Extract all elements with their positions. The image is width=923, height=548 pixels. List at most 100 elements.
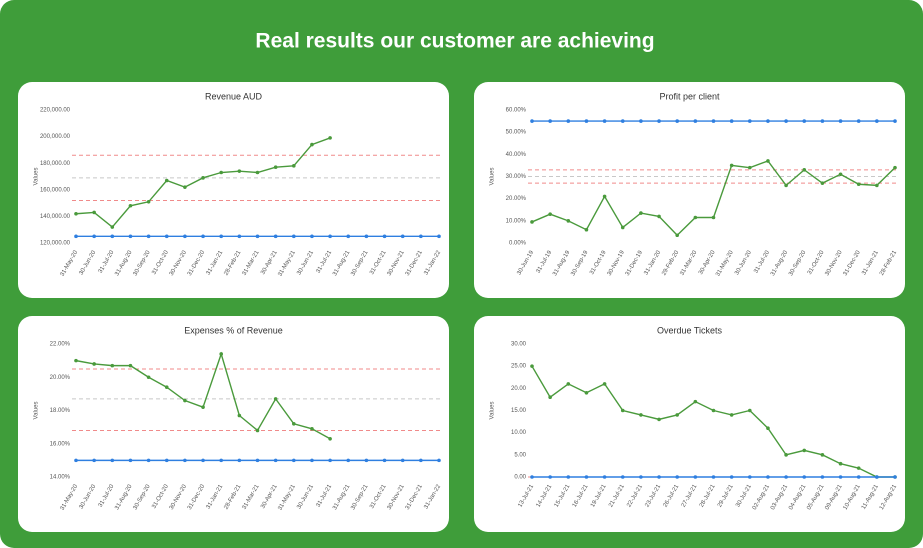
data-point [310, 234, 314, 239]
data-point [74, 234, 78, 239]
data-point [237, 234, 242, 239]
data-point [657, 417, 661, 422]
panel [18, 316, 449, 532]
data-point [693, 475, 698, 479]
data-point [802, 119, 807, 123]
data-point [201, 234, 205, 239]
data-point [693, 215, 698, 220]
data-point [675, 475, 679, 479]
panel [474, 82, 905, 298]
y-tick-label: 18.00% [50, 408, 71, 414]
data-point [620, 225, 625, 230]
y-tick-label: 25.00 [511, 364, 527, 370]
data-point [729, 475, 734, 479]
data-point [784, 453, 788, 457]
data-point [183, 234, 187, 239]
y-tick-label: 140,000.00 [40, 214, 71, 220]
data-point [310, 458, 314, 463]
data-point [74, 358, 78, 363]
data-point [382, 458, 387, 463]
data-point [602, 194, 607, 199]
data-point [328, 436, 332, 441]
y-tick-label: 20.00% [50, 375, 71, 381]
y-axis-label: Values [490, 402, 496, 420]
data-point [584, 475, 589, 479]
data-point [219, 234, 223, 239]
data-point [346, 458, 351, 463]
data-point [273, 397, 278, 401]
y-tick-label: 20.00% [506, 196, 527, 202]
data-point [675, 413, 679, 417]
y-tick-label: 160,000.00 [40, 187, 71, 193]
data-point [128, 234, 133, 239]
data-point [164, 385, 169, 390]
data-point [838, 119, 843, 123]
data-point [766, 159, 770, 163]
data-point [820, 181, 825, 185]
data-point [856, 119, 861, 123]
data-point [110, 225, 115, 229]
y-tick-label: 20.00 [511, 386, 527, 392]
data-point [273, 234, 278, 239]
data-point [128, 363, 133, 368]
data-point [219, 170, 223, 175]
data-point [639, 413, 643, 417]
data-point [183, 398, 187, 403]
y-tick-label: 200,000.00 [40, 134, 71, 140]
data-point [675, 119, 679, 123]
y-tick-label: 10.00 [511, 430, 527, 436]
data-point [437, 458, 441, 463]
y-tick-label: 14.00% [50, 475, 71, 481]
data-point [92, 458, 96, 463]
data-point [893, 165, 897, 170]
y-axis-label: Values [34, 402, 40, 420]
data-point [364, 458, 369, 463]
y-tick-label: 40.00% [506, 152, 527, 158]
y-tick-label: 16.00% [50, 441, 71, 447]
data-point [657, 119, 661, 123]
data-point [784, 183, 788, 188]
data-point [128, 458, 133, 463]
data-point [802, 475, 807, 479]
data-point [237, 413, 242, 418]
data-point [784, 119, 788, 123]
data-point [820, 119, 825, 123]
data-point [566, 382, 571, 386]
data-point [856, 182, 861, 187]
y-tick-label: 60.00% [506, 108, 527, 114]
data-point [584, 227, 589, 232]
data-point [183, 458, 187, 463]
data-point [128, 203, 133, 208]
data-point [364, 234, 369, 239]
data-point [639, 119, 643, 123]
data-point [875, 119, 879, 123]
data-point [748, 475, 752, 479]
data-point [566, 475, 571, 479]
data-point [820, 475, 825, 479]
data-point [548, 212, 552, 216]
data-point [273, 458, 278, 463]
data-point [620, 475, 625, 479]
data-point [820, 453, 825, 457]
data-point [74, 211, 78, 216]
data-point [255, 458, 260, 463]
data-point [875, 475, 879, 479]
y-tick-label: 10.00% [506, 218, 527, 224]
data-point [748, 408, 752, 413]
data-point [602, 119, 607, 123]
data-point [838, 172, 843, 177]
y-tick-label: 5.00 [514, 452, 526, 458]
data-point [183, 185, 187, 189]
y-tick-label: 180,000.00 [40, 161, 71, 167]
data-point [530, 364, 534, 368]
data-point [875, 183, 879, 188]
data-point [639, 211, 643, 215]
data-point [548, 395, 552, 400]
y-tick-label: 50.00% [506, 130, 527, 136]
data-point [346, 234, 351, 239]
data-point [255, 234, 260, 239]
data-point [237, 169, 242, 173]
data-point [164, 178, 169, 183]
data-point [92, 362, 96, 366]
